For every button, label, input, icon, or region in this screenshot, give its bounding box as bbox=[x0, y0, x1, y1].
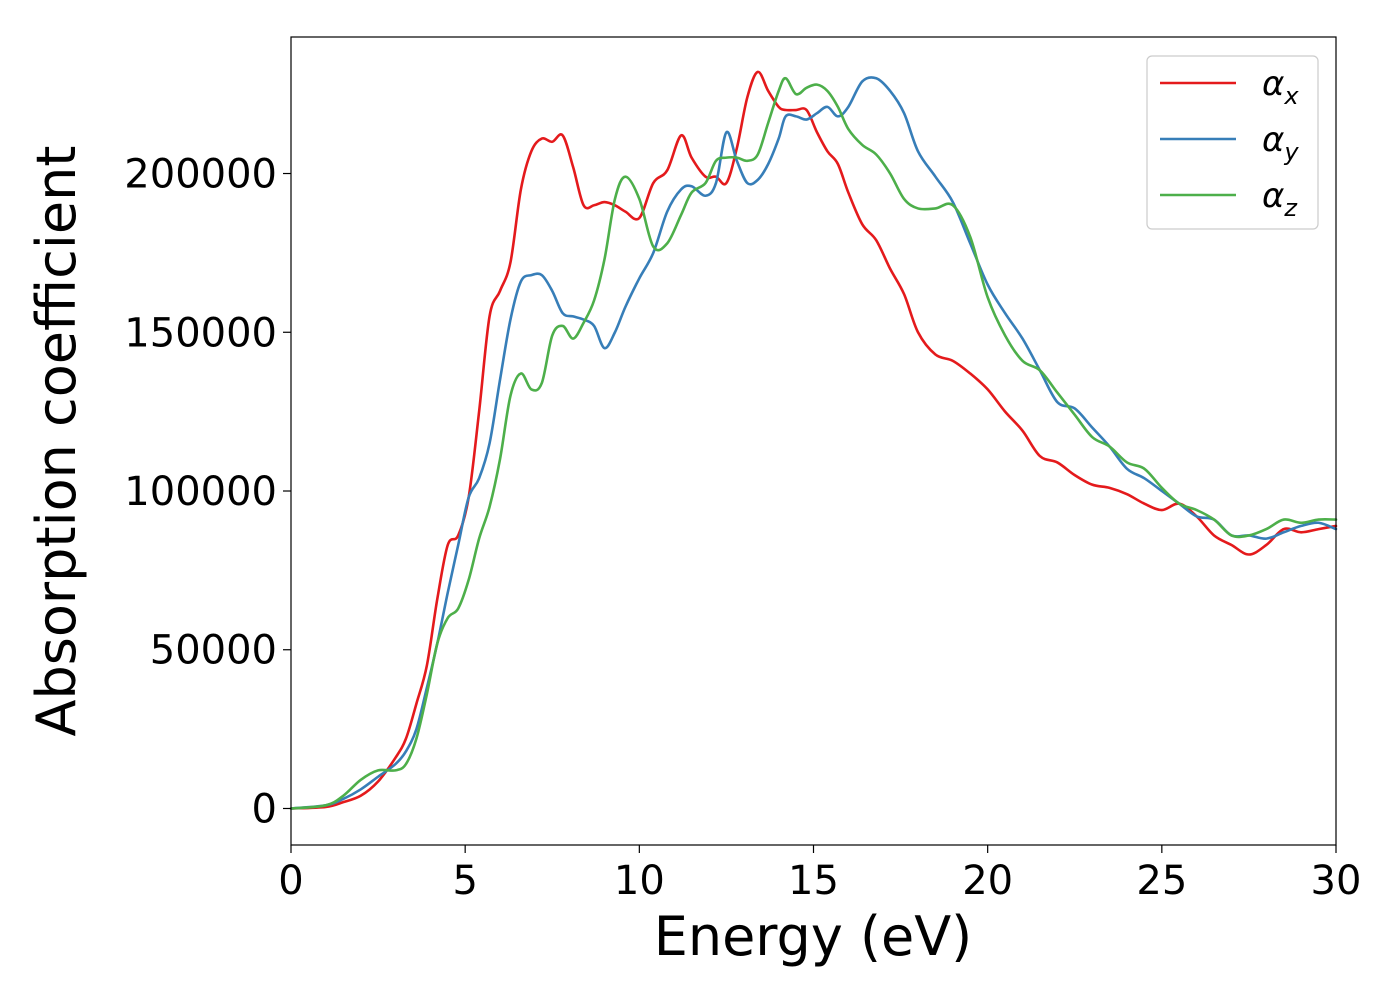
legend-label-y: αy bbox=[1262, 120, 1299, 166]
x-tick-label: 0 bbox=[278, 858, 303, 904]
y-tick-label: 150000 bbox=[124, 310, 277, 356]
series-line-y bbox=[289, 76, 1338, 810]
x-axis-title: Energy (eV) bbox=[654, 905, 973, 968]
legend-frame bbox=[1146, 55, 1319, 230]
y-tick-label: 200000 bbox=[124, 152, 277, 198]
legend-label-x: αx bbox=[1262, 64, 1299, 110]
x-tick-label: 30 bbox=[1311, 858, 1362, 904]
y-tick-label: 50000 bbox=[150, 628, 277, 674]
y-axis-title: Absorption coefficient bbox=[25, 146, 88, 737]
series-line-z bbox=[289, 76, 1338, 810]
x-tick-label: 25 bbox=[1136, 858, 1187, 904]
y-axis: 0 50000 100000 150000 200000 bbox=[124, 152, 291, 832]
y-tick-label: 0 bbox=[252, 786, 277, 832]
x-tick-label: 20 bbox=[962, 858, 1013, 904]
x-axis: 0 5 10 15 20 25 30 bbox=[278, 845, 1361, 904]
y-tick-label: 100000 bbox=[124, 469, 277, 515]
series-layer bbox=[289, 70, 1338, 810]
series-line-x bbox=[289, 70, 1338, 810]
x-tick-label: 5 bbox=[452, 858, 477, 904]
x-tick-label: 15 bbox=[788, 858, 839, 904]
x-tick-label: 10 bbox=[614, 858, 665, 904]
